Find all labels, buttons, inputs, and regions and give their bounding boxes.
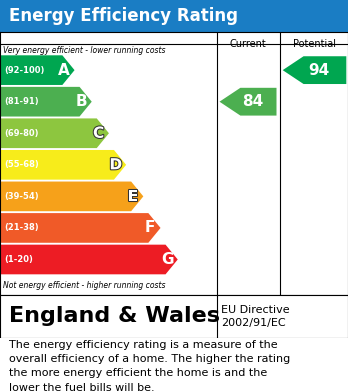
Polygon shape — [220, 88, 277, 116]
Text: F: F — [145, 221, 155, 235]
Text: Not energy efficient - higher running costs: Not energy efficient - higher running co… — [3, 280, 166, 289]
Text: (21-38): (21-38) — [4, 223, 39, 232]
Polygon shape — [1, 245, 178, 274]
Text: (1-20): (1-20) — [4, 255, 33, 264]
Text: G: G — [161, 252, 174, 267]
Text: (69-80): (69-80) — [4, 129, 39, 138]
Text: Energy Efficiency Rating: Energy Efficiency Rating — [9, 7, 238, 25]
Text: Current: Current — [230, 39, 266, 48]
Text: D: D — [110, 157, 122, 172]
Text: A: A — [58, 63, 70, 78]
Polygon shape — [1, 118, 109, 148]
Text: EU Directive
2002/91/EC: EU Directive 2002/91/EC — [221, 305, 290, 328]
Polygon shape — [283, 56, 346, 84]
Polygon shape — [1, 87, 92, 117]
Text: Very energy efficient - lower running costs: Very energy efficient - lower running co… — [3, 47, 166, 56]
Polygon shape — [1, 213, 160, 243]
Text: The energy efficiency rating is a measure of the
overall efficiency of a home. T: The energy efficiency rating is a measur… — [9, 340, 290, 391]
Text: (39-54): (39-54) — [4, 192, 39, 201]
Text: (92-100): (92-100) — [4, 66, 45, 75]
Text: B: B — [76, 94, 87, 109]
Text: (55-68): (55-68) — [4, 160, 39, 169]
Text: (81-91): (81-91) — [4, 97, 39, 106]
Text: 94: 94 — [309, 63, 330, 78]
Text: E: E — [128, 189, 138, 204]
Polygon shape — [1, 150, 126, 179]
Text: England & Wales: England & Wales — [9, 307, 220, 326]
Polygon shape — [1, 181, 143, 211]
Text: Potential: Potential — [293, 39, 336, 48]
Polygon shape — [1, 55, 74, 85]
Text: C: C — [93, 126, 104, 141]
Text: 84: 84 — [242, 94, 263, 109]
